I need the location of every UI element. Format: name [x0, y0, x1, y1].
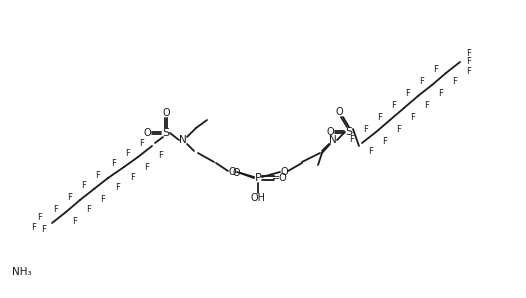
Text: S: S: [346, 127, 352, 137]
Text: O: O: [162, 108, 170, 118]
Text: F: F: [438, 89, 443, 99]
Text: F: F: [410, 113, 415, 122]
Text: NH₃: NH₃: [12, 267, 32, 277]
Text: F: F: [419, 77, 424, 86]
Text: F: F: [86, 206, 91, 215]
Text: F: F: [37, 213, 42, 223]
Text: F: F: [67, 193, 72, 201]
Text: =O: =O: [272, 173, 288, 183]
Text: O: O: [335, 107, 343, 117]
Text: F: F: [466, 58, 471, 66]
Text: F: F: [377, 113, 382, 122]
Text: F: F: [130, 173, 135, 181]
Text: OH: OH: [250, 193, 266, 203]
Text: F: F: [81, 181, 86, 190]
Text: F: F: [368, 148, 373, 156]
Text: F: F: [466, 49, 471, 58]
Text: F: F: [349, 136, 354, 145]
Text: F: F: [158, 151, 163, 161]
Text: F: F: [72, 218, 77, 226]
Text: F: F: [144, 162, 149, 172]
Text: O: O: [280, 167, 288, 177]
Text: F: F: [53, 204, 58, 213]
Text: S: S: [163, 128, 169, 138]
Text: F: F: [405, 89, 410, 97]
Text: O: O: [228, 167, 236, 177]
Text: F: F: [95, 170, 100, 179]
Text: F: F: [424, 100, 429, 109]
Text: F: F: [396, 125, 401, 134]
Text: O: O: [326, 127, 334, 137]
Text: F: F: [452, 77, 457, 86]
Text: F: F: [139, 139, 144, 148]
Text: F: F: [41, 226, 46, 235]
Text: F: F: [382, 136, 387, 145]
Text: F: F: [125, 150, 130, 159]
Text: F: F: [391, 100, 396, 109]
Text: O: O: [143, 128, 151, 138]
Text: N: N: [179, 135, 187, 145]
Text: O: O: [232, 168, 240, 178]
Text: P: P: [255, 173, 261, 183]
Text: N: N: [329, 135, 337, 145]
Text: F: F: [466, 66, 471, 75]
Text: F: F: [31, 223, 36, 232]
Text: F: F: [363, 125, 368, 134]
Text: F: F: [433, 66, 438, 74]
Text: F: F: [111, 159, 116, 168]
Text: F: F: [100, 195, 105, 204]
Text: F: F: [115, 184, 120, 193]
